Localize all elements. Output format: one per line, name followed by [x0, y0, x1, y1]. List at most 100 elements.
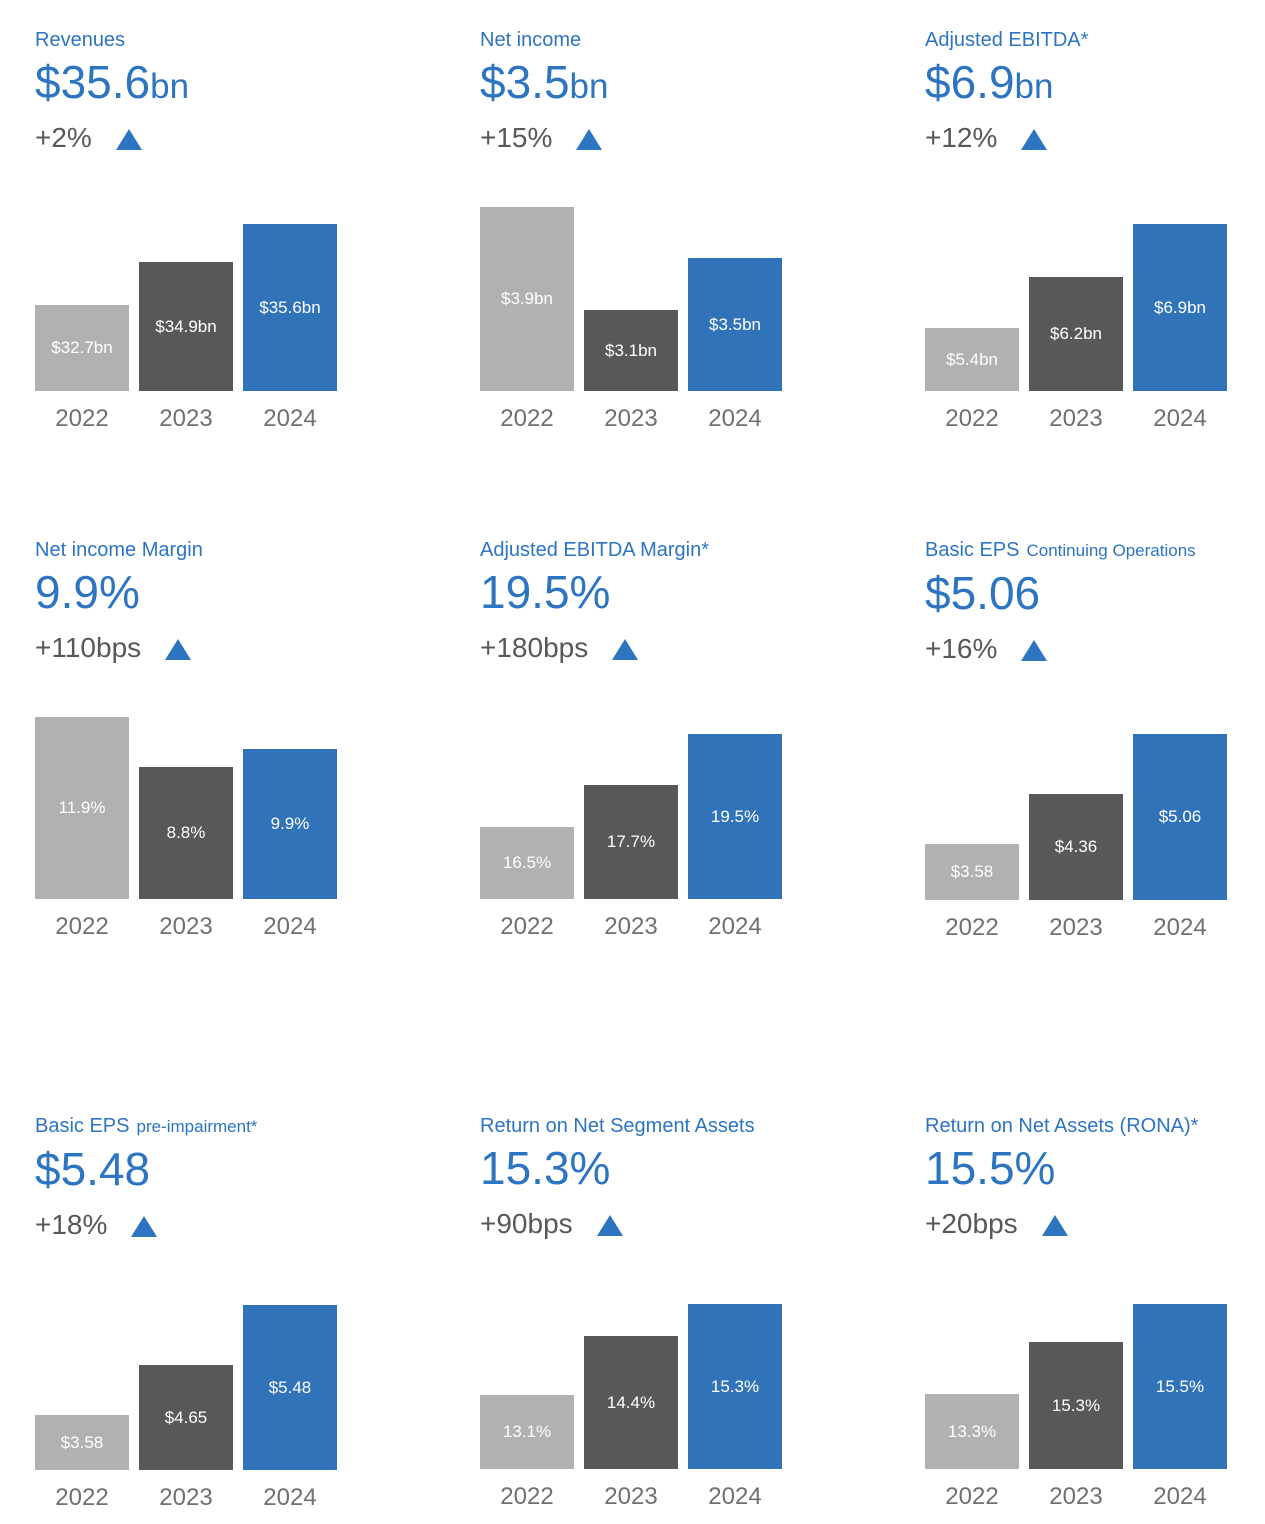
headline-suffix: bn	[569, 67, 609, 106]
card-change: +90bps	[480, 1208, 820, 1239]
year-label: 2024	[263, 405, 317, 432]
bar-2023: $3.1bn	[584, 310, 678, 391]
bar-value-label: $5.06	[1158, 807, 1202, 826]
headline-suffix: bn	[150, 67, 190, 106]
change-label: +12%	[925, 122, 998, 153]
triangle-up-icon	[612, 638, 639, 660]
year-axis: 2022 2023 2024	[925, 1484, 1227, 1510]
year-label: 2022	[55, 405, 109, 432]
card-title: Net income	[480, 28, 820, 52]
bar-chart: 13.1% 14.4% 15.3%	[480, 1239, 782, 1469]
kpi-card: Basic EPS Continuing Operations $5.06 +16…	[925, 538, 1265, 941]
card-subtitle: Continuing Operations	[1026, 541, 1196, 560]
change-label: +2%	[35, 122, 92, 153]
year-axis: 2022 2023 2024	[480, 406, 782, 432]
change-label: +110bps	[35, 632, 142, 663]
kpi-card: Return on Net Assets (RONA)* 15.5% +20bp…	[925, 1114, 1265, 1511]
year-label: 2022	[55, 913, 109, 940]
bar-chart: 13.3% 15.3% 15.5%	[925, 1239, 1227, 1469]
card-title: Return on Net Segment Assets	[480, 1114, 820, 1138]
card-change: +12%	[925, 122, 1265, 153]
year-label: 2022	[55, 1484, 109, 1511]
card-title-text: Net income	[480, 29, 582, 51]
bar-value-label: 9.9%	[270, 814, 310, 833]
bar-2024: $5.48	[243, 1305, 337, 1470]
headline-value: 15.3%	[480, 1142, 611, 1194]
year-axis: 2022 2023 2024	[480, 1484, 782, 1510]
change-label: +18%	[35, 1209, 108, 1240]
headline-value: $35.6	[35, 56, 151, 108]
triangle-up-icon	[165, 638, 192, 660]
triangle-up-icon	[1021, 128, 1048, 150]
bar-value-label: $5.48	[268, 1377, 312, 1397]
bar-value-label: 16.5%	[502, 853, 552, 872]
card-headline-value: $5.06	[925, 569, 1265, 617]
kpi-card: Net income $3.5 bn +15% $3.9bn $3.1bn $3.5b…	[480, 28, 820, 432]
bar-2022: $5.4bn	[925, 328, 1019, 391]
bar-value-label: 15.5%	[1155, 1376, 1205, 1396]
bar-2024: 19.5%	[688, 734, 782, 899]
bar-value-label: 15.3%	[1051, 1395, 1101, 1415]
bar-chart: 16.5% 17.7% 19.5%	[480, 663, 782, 899]
year-label: 2024	[708, 1483, 762, 1510]
triangle-up-icon	[1041, 1214, 1068, 1236]
bar-value-label: $3.58	[950, 862, 994, 881]
bar-value-label: 13.3%	[947, 1421, 997, 1441]
bar-2022: 13.3%	[925, 1394, 1019, 1469]
bar-value-label: $34.9bn	[155, 316, 217, 336]
kpi-card: Revenues $35.6 bn +2% $32.7bn $34.9bn $35.6…	[35, 28, 375, 432]
bar-value-label: $3.9bn	[501, 289, 553, 308]
headline-value: $5.48	[35, 1143, 151, 1195]
card-title: Adjusted EBITDA*	[925, 28, 1265, 52]
bar-value-label: $4.36	[1054, 837, 1098, 856]
year-label: 2024	[1153, 914, 1207, 941]
headline-value: 15.5%	[925, 1142, 1056, 1194]
card-change: +110bps	[35, 632, 375, 663]
bar-value-label: 17.7%	[606, 832, 656, 851]
year-label: 2023	[159, 913, 213, 940]
kpi-row-2: Net income Margin 9.9% +110bps 11.9% 8.8%…	[0, 432, 1265, 941]
card-title-text: Return on Net Segment Assets	[480, 1115, 755, 1137]
year-label: 2023	[1049, 1483, 1103, 1510]
triangle-up-icon	[1021, 639, 1048, 661]
change-label: +90bps	[480, 1208, 573, 1239]
card-title-text: Adjusted EBITDA*	[925, 29, 1089, 51]
kpi-card: Adjusted EBITDA* $6.9 bn +12% $5.4bn $6.2b…	[925, 28, 1265, 432]
card-change: +16%	[925, 633, 1265, 664]
kpi-row-1: Revenues $35.6 bn +2% $32.7bn $34.9bn $35.6…	[0, 0, 1265, 432]
bar-2024: $6.9bn	[1133, 224, 1227, 391]
year-axis: 2022 2023 2024	[35, 1485, 337, 1511]
bar-value-label: 13.1%	[502, 1422, 552, 1441]
bar-value-label: $6.2bn	[1050, 324, 1102, 343]
bar-value-label: $3.58	[60, 1432, 104, 1452]
card-title: Return on Net Assets (RONA)*	[925, 1114, 1265, 1138]
headline-value: 9.9%	[35, 566, 140, 618]
bar-value-label: 8.8%	[166, 823, 206, 842]
bar-chart: $3.9bn $3.1bn $3.5bn	[480, 153, 782, 391]
bar-2023: $6.2bn	[1029, 277, 1123, 391]
card-title: Basic EPS Continuing Operations	[925, 538, 1265, 563]
bar-value-label: $5.4bn	[946, 349, 998, 369]
bar-2022: 16.5%	[480, 827, 574, 899]
card-headline-value: 15.5%	[925, 1144, 1265, 1192]
year-label: 2024	[708, 405, 762, 432]
card-title-text: Basic EPS	[925, 539, 1020, 561]
kpi-card: Net income Margin 9.9% +110bps 11.9% 8.8%…	[35, 538, 375, 941]
card-change: +180bps	[480, 632, 820, 663]
bar-2022: 13.1%	[480, 1395, 574, 1469]
bar-2023: 8.8%	[139, 767, 233, 899]
card-headline-value: $35.6 bn	[35, 58, 375, 106]
kpi-card: Return on Net Segment Assets 15.3% +90bp…	[480, 1114, 820, 1511]
bar-value-label: $32.7bn	[51, 338, 113, 357]
card-title: Net income Margin	[35, 538, 375, 562]
bar-2023: 17.7%	[584, 785, 678, 899]
kpi-card: Basic EPS pre-impairment* $5.48 +18% $3.5…	[35, 1114, 375, 1511]
card-title-text: Adjusted EBITDA Margin*	[480, 539, 709, 561]
bar-2023: $4.36	[1029, 794, 1123, 900]
card-subtitle: pre-impairment*	[136, 1117, 258, 1136]
kpi-row-3: Basic EPS pre-impairment* $5.48 +18% $3.5…	[0, 941, 1265, 1511]
year-axis: 2022 2023 2024	[35, 406, 337, 432]
bar-2023: 14.4%	[584, 1336, 678, 1469]
bar-2022: $3.58	[925, 844, 1019, 900]
